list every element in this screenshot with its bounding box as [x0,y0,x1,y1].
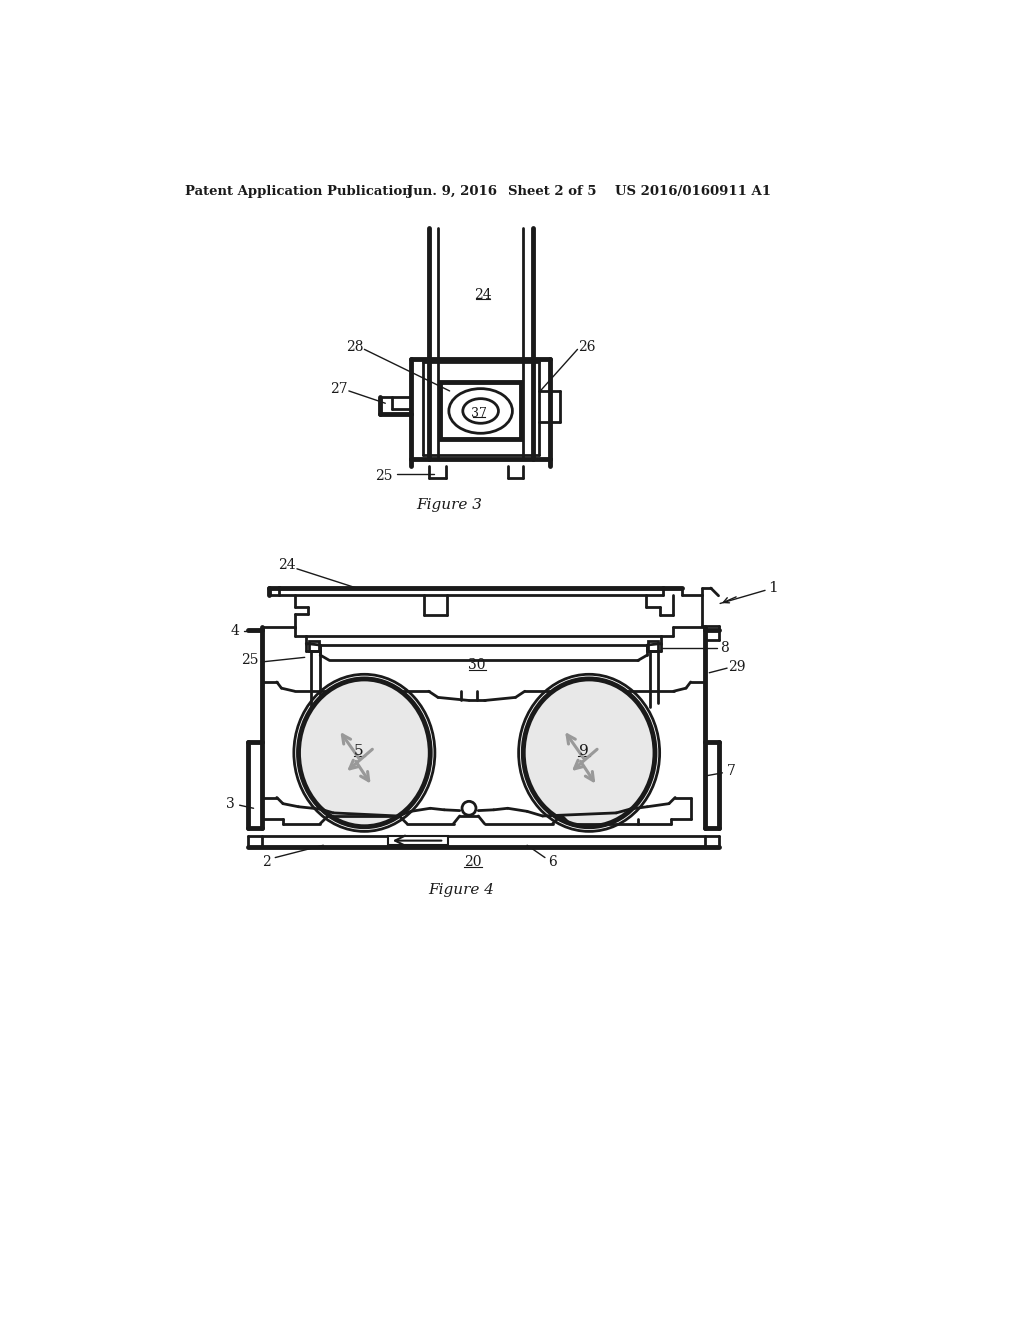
Bar [648,642,658,651]
Text: 3: 3 [226,797,234,810]
Text: 5: 5 [354,744,364,758]
Bar [388,836,449,845]
Text: 6: 6 [548,855,557,869]
Text: 7: 7 [726,764,735,779]
Ellipse shape [523,678,655,826]
Text: 2: 2 [261,855,270,869]
Text: US 2016/0160911 A1: US 2016/0160911 A1 [614,185,771,198]
Text: 37: 37 [471,407,487,420]
Text: 30: 30 [468,659,485,672]
Bar [440,381,521,440]
Text: 25: 25 [241,653,258,668]
Text: 28: 28 [346,341,364,354]
Text: Jun. 9, 2016: Jun. 9, 2016 [407,185,497,198]
Text: 29: 29 [728,660,745,673]
Text: Figure 3: Figure 3 [417,498,482,512]
Text: 1: 1 [768,581,777,595]
Text: 25: 25 [375,469,392,483]
Text: 24: 24 [474,289,492,302]
Text: Patent Application Publication: Patent Application Publication [184,185,412,198]
Text: Figure 4: Figure 4 [428,883,495,896]
Text: 24: 24 [279,558,296,572]
Text: 4: 4 [230,624,240,638]
Text: 26: 26 [579,341,596,354]
Text: 20: 20 [464,855,481,869]
Text: Sheet 2 of 5: Sheet 2 of 5 [508,185,596,198]
Text: 8: 8 [720,642,729,655]
Bar [309,642,319,651]
Ellipse shape [462,801,476,816]
Ellipse shape [299,678,430,826]
Text: 9: 9 [579,744,589,758]
Text: 27: 27 [330,383,347,396]
